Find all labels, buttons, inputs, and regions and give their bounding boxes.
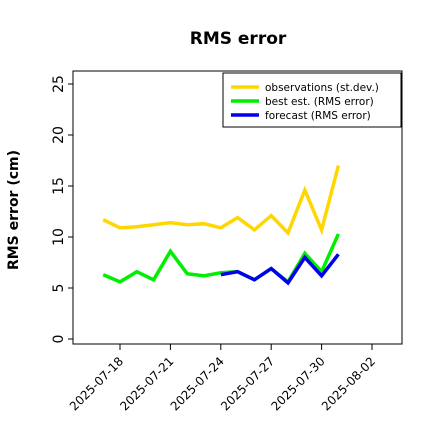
legend: observations (st.dev.) best est. (RMS err… [222, 72, 402, 128]
y-axis-label: RMS error (cm) [6, 150, 22, 270]
y-axis-ticks: 0 5 10 15 20 25 [51, 75, 73, 343]
legend-label: best est. (RMS error) [265, 96, 374, 108]
chart-title: RMS error [190, 29, 287, 49]
y-tick-label: 0 [51, 335, 67, 344]
y-tick-label: 25 [51, 75, 67, 93]
series-layer [102, 165, 341, 286]
series-line-1 [102, 165, 341, 237]
x-axis-ticks: 2025-07-182025-07-212025-07-242025-07-27… [67, 344, 378, 413]
series-line-3 [220, 253, 340, 286]
y-tick-label: 5 [51, 284, 67, 293]
legend-label: observations (st.dev.) [265, 82, 379, 94]
y-tick-label: 10 [51, 228, 67, 246]
y-tick-label: 15 [51, 177, 67, 195]
x-tick-label: 2025-08-02 [319, 354, 378, 413]
legend-label: forecast (RMS error) [265, 110, 371, 122]
y-tick-label: 20 [51, 126, 67, 144]
plot-area [72, 70, 403, 345]
